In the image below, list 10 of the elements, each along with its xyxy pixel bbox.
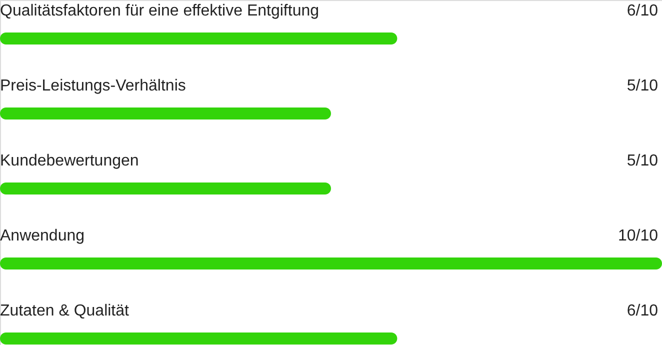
y-tick-label: Kundebewertungen — [0, 152, 139, 170]
y-tick-label: Zutaten & Qualität — [0, 302, 130, 320]
y-tick-label: Qualitätsfaktoren für eine effektive Entgiftung — [0, 2, 320, 20]
y-tick-label: Anwendung — [0, 228, 85, 244]
data-label: 10/10 — [618, 228, 658, 244]
data-label: 5/10 — [626, 152, 658, 170]
data-label: 6/10 — [626, 2, 658, 20]
data-label: 6/10 — [626, 302, 658, 320]
data-label: 5/10 — [626, 78, 658, 94]
y-tick-label: Preis-Leistungs-Verhältnis — [0, 78, 186, 94]
